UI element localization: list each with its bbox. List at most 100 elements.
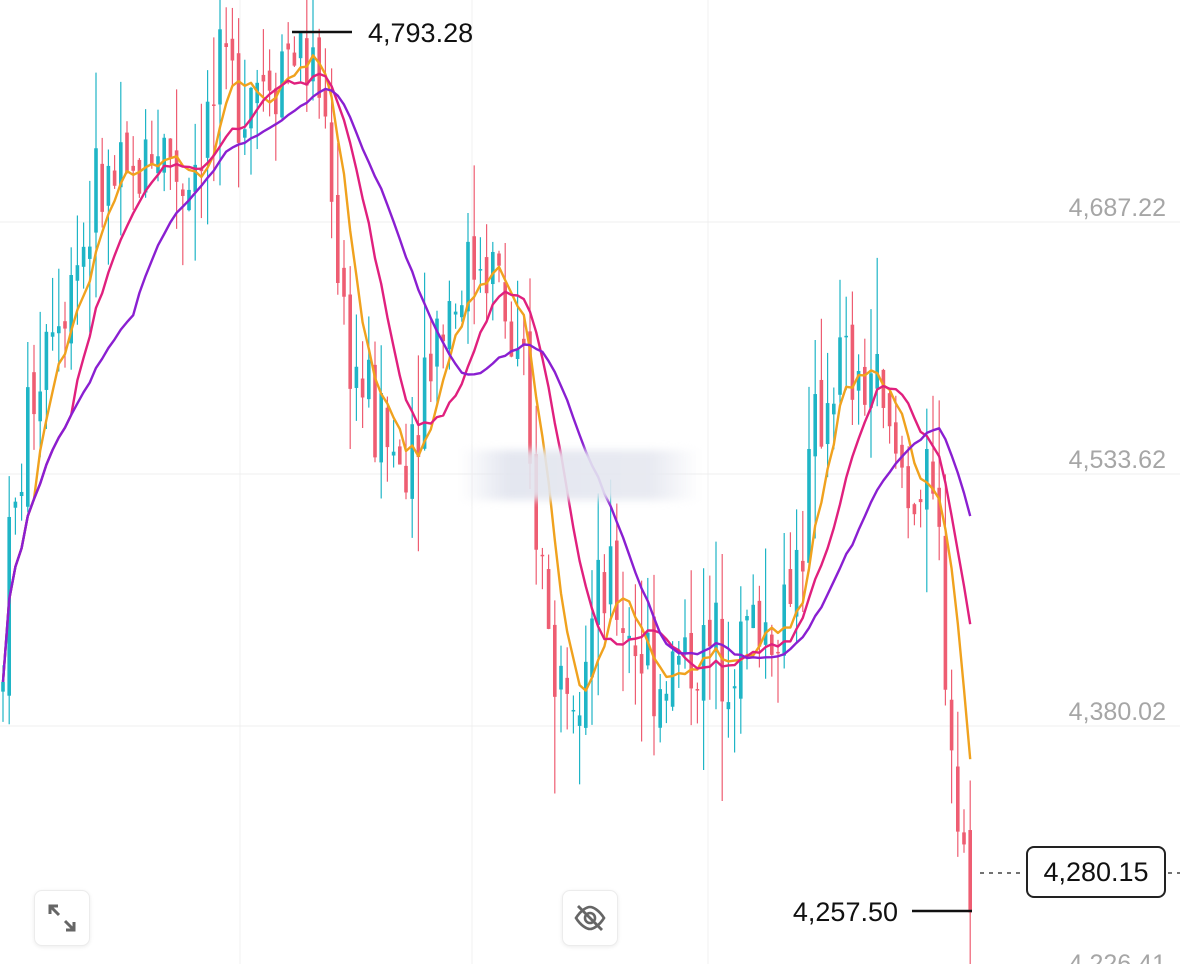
- candle-body-115: [714, 602, 718, 650]
- candle-body-60: [373, 364, 377, 458]
- candle-body-28: [174, 150, 179, 182]
- candle-body-15: [94, 148, 98, 233]
- candle-body-114: [708, 619, 712, 647]
- candle-body-72: [447, 301, 452, 350]
- candle-body-76: [472, 236, 476, 280]
- last-price-value: 4,280.15: [1043, 856, 1149, 887]
- candle-body-98: [608, 546, 613, 605]
- candle-body-75: [466, 241, 470, 312]
- candle-body-146: [906, 466, 910, 509]
- candle-body-9: [57, 326, 61, 334]
- candle-body-37: [230, 38, 235, 61]
- candle-body-55: [342, 267, 346, 297]
- candle-body-130: [807, 448, 811, 563]
- candle-body-155: [962, 832, 966, 845]
- candle-body-134: [832, 403, 836, 415]
- candle-body-5: [32, 372, 36, 415]
- candle-body-118: [732, 686, 737, 689]
- candle-body-135: [838, 337, 842, 395]
- candle-body-14: [88, 246, 92, 259]
- candle-body-2: [13, 501, 18, 508]
- candle-body-22: [137, 159, 142, 194]
- moving-averages: [1, 54, 972, 760]
- candle-body-95: [590, 618, 594, 678]
- candle-body-24: [150, 154, 154, 165]
- candle-body-54: [336, 194, 340, 283]
- candle-body-64: [398, 446, 402, 465]
- candle-body-81: [503, 282, 507, 322]
- candle-body-61: [379, 393, 383, 463]
- ma-fast-line: [1, 54, 972, 760]
- candle-body-139: [863, 366, 867, 405]
- candle-body-96: [596, 559, 600, 625]
- candle-body-120: [745, 616, 749, 621]
- candle-body-141: [875, 354, 879, 389]
- candle-body-36: [224, 43, 228, 47]
- last-price-label: 4,280.15: [1026, 846, 1166, 898]
- candle-body-44: [274, 88, 278, 115]
- ma-slow-line: [1, 87, 972, 682]
- candle-body-126: [782, 584, 786, 656]
- ma-mid-line: [1, 72, 972, 682]
- candle-body-58: [360, 378, 365, 398]
- candle-body-100: [621, 628, 625, 633]
- candle-body-29: [181, 189, 185, 196]
- candle-body-74: [460, 305, 464, 318]
- candle-body-147: [912, 504, 917, 515]
- candle-body-69: [429, 353, 433, 382]
- candle-body-154: [956, 766, 960, 832]
- candle-body-153: [949, 699, 954, 751]
- annotations: 4,793.28 4,257.50: [292, 18, 1180, 927]
- candle-body-88: [546, 569, 551, 629]
- candle-body-8: [50, 332, 55, 337]
- candle-body-63: [391, 451, 396, 456]
- candle-body-65: [404, 465, 408, 493]
- candle-body-92: [571, 709, 576, 712]
- candle-body-94: [584, 661, 588, 728]
- candle-body-112: [695, 689, 700, 691]
- candle-body-99: [615, 540, 619, 620]
- hide-indicators-button[interactable]: [562, 890, 618, 946]
- candle-body-87: [540, 554, 545, 557]
- candle-body-56: [348, 294, 352, 389]
- candle-body-39: [243, 129, 247, 138]
- candle-body-138: [856, 370, 861, 391]
- candle-body-6: [38, 391, 42, 422]
- expand-button[interactable]: [34, 890, 90, 946]
- blurred-watermark: [460, 450, 700, 500]
- candle-body-47: [292, 52, 297, 66]
- y-tick-label-0: 4,687.22: [1069, 194, 1166, 222]
- candle-body-7: [44, 331, 49, 390]
- candle-body-16: [100, 163, 104, 212]
- candle-body-20: [125, 132, 129, 173]
- candle-body-151: [937, 487, 941, 527]
- candle-body-11: [69, 275, 73, 344]
- candle-body-4: [26, 387, 30, 507]
- candle-body-97: [602, 572, 607, 614]
- candle-body-122: [757, 600, 762, 647]
- candle-body-57: [354, 366, 359, 388]
- candle-body-108: [670, 651, 675, 707]
- candle-body-68: [422, 357, 427, 449]
- candle-body-140: [869, 373, 873, 408]
- candle-body-84: [522, 338, 526, 345]
- candle-body-17: [106, 165, 111, 206]
- candle-body-152: [943, 535, 948, 690]
- candle-body-21: [131, 165, 135, 171]
- candle-body-40: [249, 87, 253, 129]
- candle-body-78: [484, 257, 489, 294]
- candle-body-62: [385, 407, 390, 448]
- candle-body-66: [410, 424, 414, 499]
- candle-body-150: [931, 461, 935, 494]
- candle-body-26: [162, 137, 166, 173]
- candle-body-27: [168, 138, 173, 159]
- candle-body-105: [652, 616, 656, 717]
- candle-body-129: [801, 560, 805, 572]
- candle-body-125: [776, 651, 780, 654]
- candle-body-52: [323, 90, 328, 117]
- candle-body-90: [559, 665, 563, 690]
- expand-icon: [45, 901, 79, 935]
- candle-body-12: [75, 265, 80, 281]
- candle-body-23: [143, 139, 148, 193]
